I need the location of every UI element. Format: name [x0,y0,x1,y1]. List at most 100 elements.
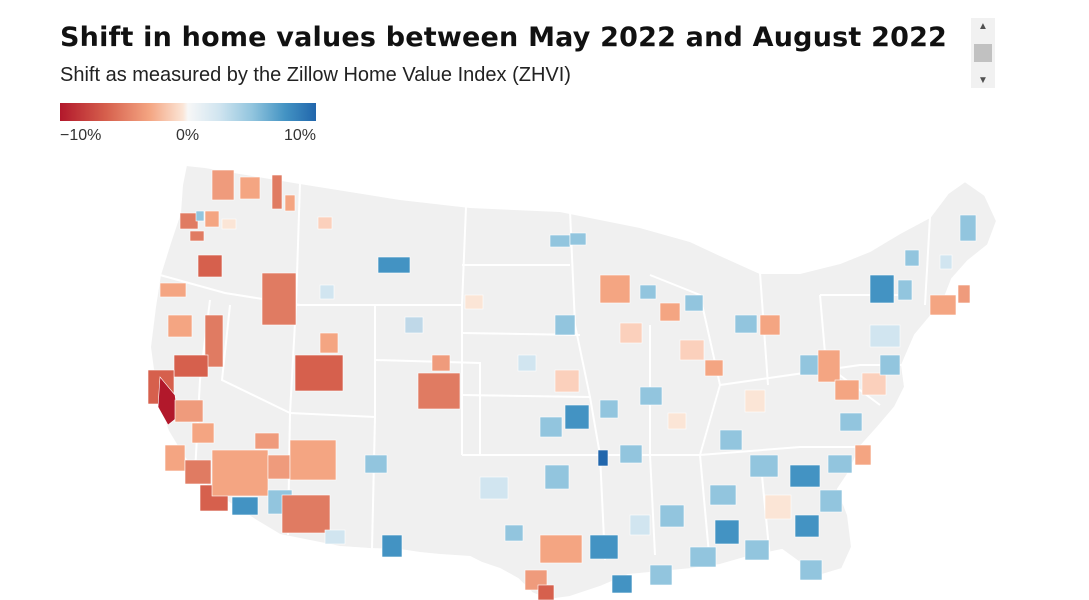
metro-area [629,514,651,536]
scroll-up-icon[interactable]: ▲ [978,20,988,32]
metro-area [204,210,220,228]
metro-area [569,232,587,246]
metro-area [684,294,704,312]
metro-area [319,284,335,300]
metro-area [649,564,673,586]
metro-area [197,254,223,278]
border-line [461,394,591,398]
metro-area [789,464,821,488]
metro-area [319,332,339,354]
border-line [605,446,860,456]
color-legend: −10% 0% 10% [60,103,316,149]
us-metro-map [147,163,999,600]
metro-area [174,399,204,423]
metro-area [537,584,555,600]
metro-area [539,534,583,564]
metro-area [504,524,524,542]
metro-area [799,559,823,581]
chart-title: Shift in home values between May 2022 an… [60,22,948,53]
metro-area [667,412,687,430]
metro-area [839,412,863,432]
metro-area [939,254,953,270]
metro-area [704,359,724,377]
metro-area [897,279,913,301]
metro-area [817,349,841,383]
metro-area [159,282,187,298]
metro-area [619,444,643,464]
metro-area [167,314,193,338]
metro-area [204,314,224,368]
metro-area [239,176,261,200]
metro-area [869,274,895,304]
metro-area [744,389,766,413]
metro-area [734,314,758,334]
legend-min-label: −10% [60,127,102,144]
metro-area [794,514,820,538]
metro-area [819,489,843,513]
metro-area [659,504,685,528]
metro-area [549,234,571,248]
border-line [371,416,376,550]
metro-area [211,169,235,201]
metro-area [195,210,205,222]
metro-area [564,404,590,430]
legend-mid-label: 0% [176,127,200,144]
legend-max-label: 10% [283,127,316,144]
metro-area [464,294,484,310]
metro-area [317,216,333,230]
metro-area [377,256,411,274]
metro-area [689,546,717,568]
metro-area [324,529,346,545]
metro-area [827,454,853,474]
metro-area [289,439,337,481]
metro-area [164,444,186,472]
border-line [220,304,291,414]
border-line [569,210,606,561]
metro-area [764,494,792,520]
metro-area [221,218,237,230]
metro-area [267,454,291,480]
metro-area [714,519,740,545]
metro-area [659,302,681,322]
border-line [649,325,656,556]
metro-area [957,284,971,304]
metro-area [759,314,781,336]
metro-areas [147,169,977,600]
scrollbar[interactable]: ▲ ▼ [971,18,995,88]
metro-area [611,574,633,594]
metro-area [959,214,977,242]
metro-area [639,284,657,300]
metro-area [179,212,199,230]
metro-area [869,324,901,348]
metro-area [619,322,643,344]
border-line [649,274,722,456]
metro-area [254,432,280,450]
metro-area [544,464,570,490]
legend-gradient-bar [60,103,316,121]
metro-area [679,339,705,361]
metro-area [904,249,920,267]
metro-area [749,454,779,478]
border-line [374,359,481,455]
metro-area [231,496,259,516]
scroll-down-icon[interactable]: ▼ [978,74,988,86]
metro-area [599,274,631,304]
scrollbar-thumb[interactable] [974,44,992,62]
border-line [924,216,931,306]
metro-area [271,174,283,210]
metro-area [284,194,296,212]
metro-area [479,476,509,500]
metro-area [744,539,770,561]
metro-area [294,354,344,392]
chart-subtitle: Shift as measured by the Zillow Home Val… [60,64,571,86]
metro-area [597,449,609,467]
metro-area [157,376,179,426]
metro-area [599,399,619,419]
metro-area [929,294,957,316]
metro-area [261,272,297,326]
metro-area [554,314,576,336]
metro-area [861,372,887,396]
metro-area [554,369,580,393]
metro-area [417,372,461,410]
metro-area [639,386,663,406]
